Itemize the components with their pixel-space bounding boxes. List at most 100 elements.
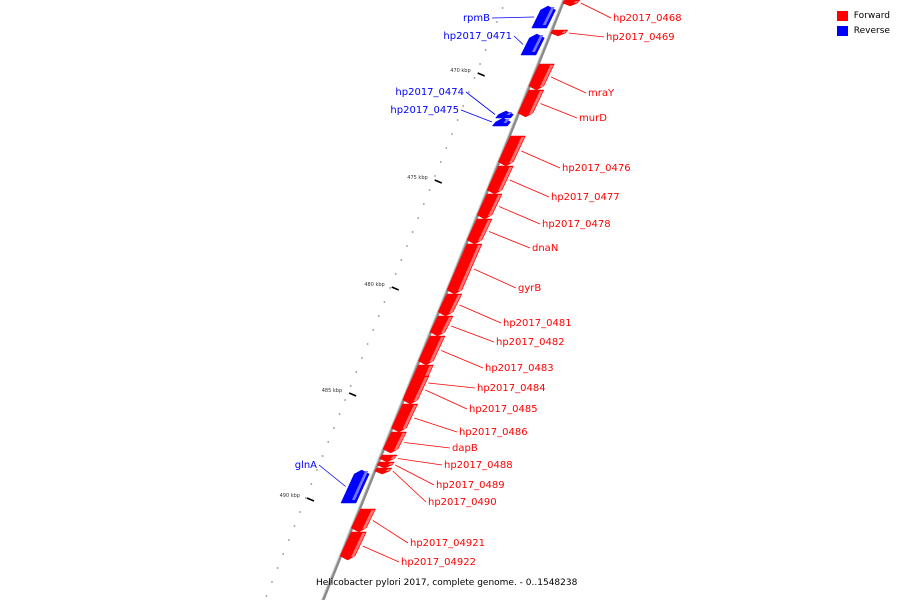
gene-leader-line	[568, 32, 605, 38]
gene-block	[376, 461, 395, 469]
gene-label: hp2017_0488	[444, 460, 513, 471]
gene-leader-line	[404, 442, 451, 449]
gene-highlight	[488, 195, 502, 216]
gene-block	[374, 467, 393, 475]
gene-leader-line	[465, 91, 496, 115]
gene-label: hp2017_0489	[436, 480, 505, 491]
gene-hp2017_0482: hp2017_0482	[429, 315, 565, 348]
gene-highlight	[573, 1, 579, 3]
gene-label: glnA	[295, 460, 317, 471]
gene-leader-line	[372, 520, 409, 544]
gene-label: hp2017_0478	[542, 219, 611, 230]
gene-highlight	[506, 112, 513, 115]
gene-label: hp2017_0468	[613, 13, 682, 24]
gene-highlight	[503, 119, 510, 123]
genome-backbone	[321, 0, 566, 600]
gene-hp2017_04921: hp2017_04921	[350, 508, 485, 549]
tick-label: 490 kbp	[280, 493, 300, 499]
major-tick	[391, 286, 400, 291]
gene-leader-line	[513, 35, 524, 45]
gene-label: hp2017_0485	[469, 404, 538, 415]
gene-highlight	[498, 167, 513, 191]
gene-highlight	[539, 65, 554, 87]
gene-label: hp2017_04922	[401, 557, 476, 568]
gene-label: hp2017_0490	[428, 497, 497, 508]
gene-hp2017_0490: hp2017_0490	[374, 467, 497, 508]
gene-label: gyrB	[518, 283, 541, 294]
tick-label: 475 kbp	[407, 175, 427, 181]
gene-hp2017_0483: hp2017_0483	[418, 335, 554, 374]
gene-highlight	[351, 533, 366, 557]
gene-label: mraY	[588, 88, 615, 99]
gene-leader-line	[473, 268, 517, 289]
gene-leader-line	[395, 464, 435, 486]
gene-leader-line	[450, 325, 495, 343]
gene-highlight	[509, 137, 525, 163]
gene-leader-line	[428, 382, 476, 389]
gene-label: hp2017_0471	[443, 31, 512, 42]
gene-highlight	[441, 317, 453, 333]
gene-highlight	[531, 35, 544, 52]
gene-highlight	[449, 295, 461, 313]
gene-label: hp2017_0475	[390, 105, 459, 116]
gene-leader-line	[498, 206, 541, 225]
gene-block	[562, 0, 581, 7]
gene-label: hp2017_0477	[551, 192, 620, 203]
gene-highlight	[542, 7, 555, 25]
gene-hp2017_0481: hp2017_0481	[437, 293, 572, 329]
gene-highlight	[385, 469, 392, 471]
major-tick	[434, 179, 443, 184]
gene-label: hp2017_04921	[410, 538, 485, 549]
gene-hp2017_0477: hp2017_0477	[486, 165, 620, 203]
gene-highlight	[388, 463, 394, 465]
legend-reverse-label: Reverse	[853, 25, 890, 36]
gene-hp2017_0469: hp2017_0469	[550, 29, 675, 43]
gene-highlight	[561, 31, 567, 33]
gene-label: hp2017_0486	[459, 427, 528, 438]
gene-glnA: glnA	[295, 460, 370, 504]
gene-highlight	[529, 91, 543, 114]
gene-label: hp2017_0481	[503, 318, 572, 329]
tick-label: 480 kbp	[364, 282, 384, 288]
gene-mraY: mraY	[528, 63, 615, 99]
gene-label: hp2017_0482	[496, 337, 565, 348]
gene-label: hp2017_0469	[606, 32, 675, 43]
gene-highlight	[362, 510, 375, 529]
legend: Forward Reverse	[836, 8, 890, 38]
gene-label: rpmB	[463, 13, 490, 24]
gene-highlight	[457, 245, 481, 291]
tick-label: 485 kbp	[322, 388, 342, 394]
gene-leader-line	[509, 179, 550, 198]
gene-leader-line	[460, 109, 493, 123]
gene-hp2017_0475: hp2017_0475	[390, 105, 511, 127]
reverse-swatch	[836, 25, 848, 36]
forward-swatch	[836, 10, 848, 21]
gene-leader-line	[459, 304, 502, 324]
gene-label: hp2017_0476	[562, 163, 631, 174]
gene-leader-line	[521, 150, 561, 169]
gene-highlight	[390, 456, 397, 459]
gene-leader-line	[488, 231, 531, 249]
gene-leader-line	[397, 458, 443, 466]
gene-murD: murD	[517, 89, 607, 124]
gene-hp2017_0468: hp2017_0468	[562, 0, 682, 24]
major-tick	[306, 497, 315, 502]
tick-label: 470 kbp	[450, 68, 470, 74]
gene-gyrB: gyrB	[446, 243, 541, 295]
gene-highlight	[413, 377, 428, 401]
gene-label: dapB	[452, 443, 478, 454]
major-tick	[348, 392, 357, 397]
genes-layer: rpmB hp2017_0468 hp2017_0471 hp2017_0469mra…	[295, 0, 682, 568]
gene-highlight	[402, 405, 417, 429]
gene-hp2017_0486: hp2017_0486	[391, 403, 528, 438]
gene-highlight	[429, 337, 445, 362]
gene-leader-line	[425, 389, 468, 410]
gene-leader-line	[491, 16, 535, 19]
gene-leader-line	[362, 545, 400, 563]
gene-leader-line	[580, 2, 612, 19]
gene-hp2017_0474: hp2017_0474	[395, 87, 514, 119]
gene-hp2017_0476: hp2017_0476	[497, 135, 631, 174]
legend-reverse: Reverse	[836, 23, 890, 38]
legend-forward: Forward	[836, 8, 890, 23]
